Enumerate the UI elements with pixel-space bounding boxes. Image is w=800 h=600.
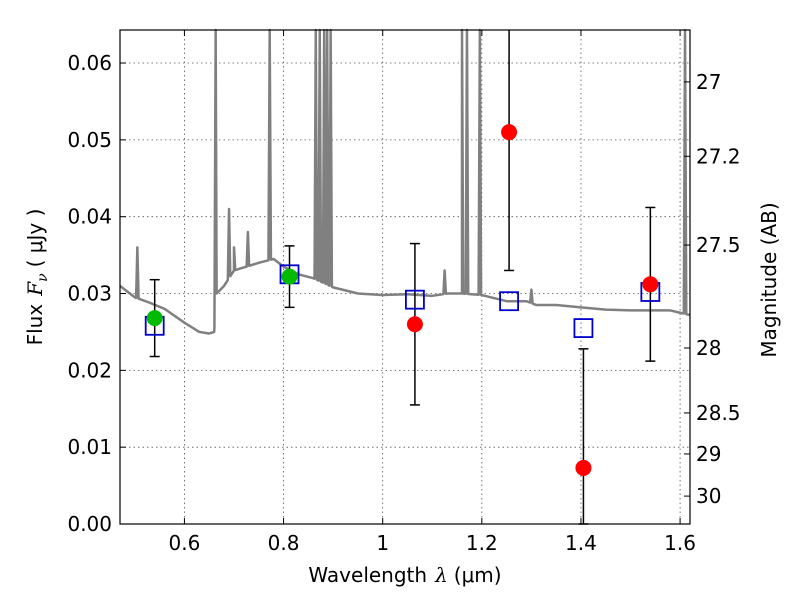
mag-tick-label: 29 [696, 442, 721, 466]
y2-axis-title: Magnitude (AB) [757, 202, 781, 357]
spectrum-line [119, 28, 691, 335]
x-tick-label: 1.2 [466, 531, 498, 555]
y-tick-label: 0.06 [67, 51, 112, 75]
grid [120, 30, 690, 525]
green-data-point [281, 268, 298, 285]
x-tick-label: 1.6 [664, 531, 696, 555]
plot-frame [119, 29, 691, 525]
spectrum-layer [119, 28, 691, 335]
red-data-point [501, 124, 518, 141]
red-data-point [575, 459, 592, 476]
x-tick-label: 0.8 [268, 531, 300, 555]
model-square-marker [405, 289, 425, 310]
green-data-point [146, 310, 163, 327]
y-tick-label: 0.03 [67, 282, 112, 306]
mag-tick-label: 28 [696, 336, 721, 360]
red-data-point [642, 276, 659, 293]
model-square-marker [573, 318, 594, 338]
x-tick-label: 1 [376, 531, 389, 555]
y-tick-label: 0.04 [67, 205, 112, 229]
model-square-marker [499, 291, 519, 312]
x-axis-title: Wavelength λ (μm) [308, 563, 501, 587]
y-tick-label: 0.02 [67, 358, 112, 382]
x-tick-label: 1.4 [565, 531, 597, 555]
tick-layer: 0.6 0.8 1 1.2 1.4 1.6 0.00 0.01 0.02 0.03 0.04 0.05… [67, 30, 741, 555]
y-axis-title: FluxFν( μJy ) [23, 209, 51, 346]
mag-tick-label: 27.2 [696, 144, 741, 168]
x-tick-label: 0.6 [169, 531, 201, 555]
y-tick-label: 0.05 [67, 128, 112, 152]
mag-tick-label: 27.5 [696, 233, 741, 257]
marker-layer [144, 124, 661, 476]
red-data-point [406, 316, 423, 333]
mag-tick-label: 28.5 [696, 401, 741, 425]
y-tick-label: 0.01 [67, 435, 112, 459]
y-tick-label: 0.00 [67, 512, 112, 536]
mag-tick-label: 27 [696, 70, 721, 94]
mag-tick-label: 30 [696, 484, 721, 508]
errorbar-layer [149, 30, 656, 525]
